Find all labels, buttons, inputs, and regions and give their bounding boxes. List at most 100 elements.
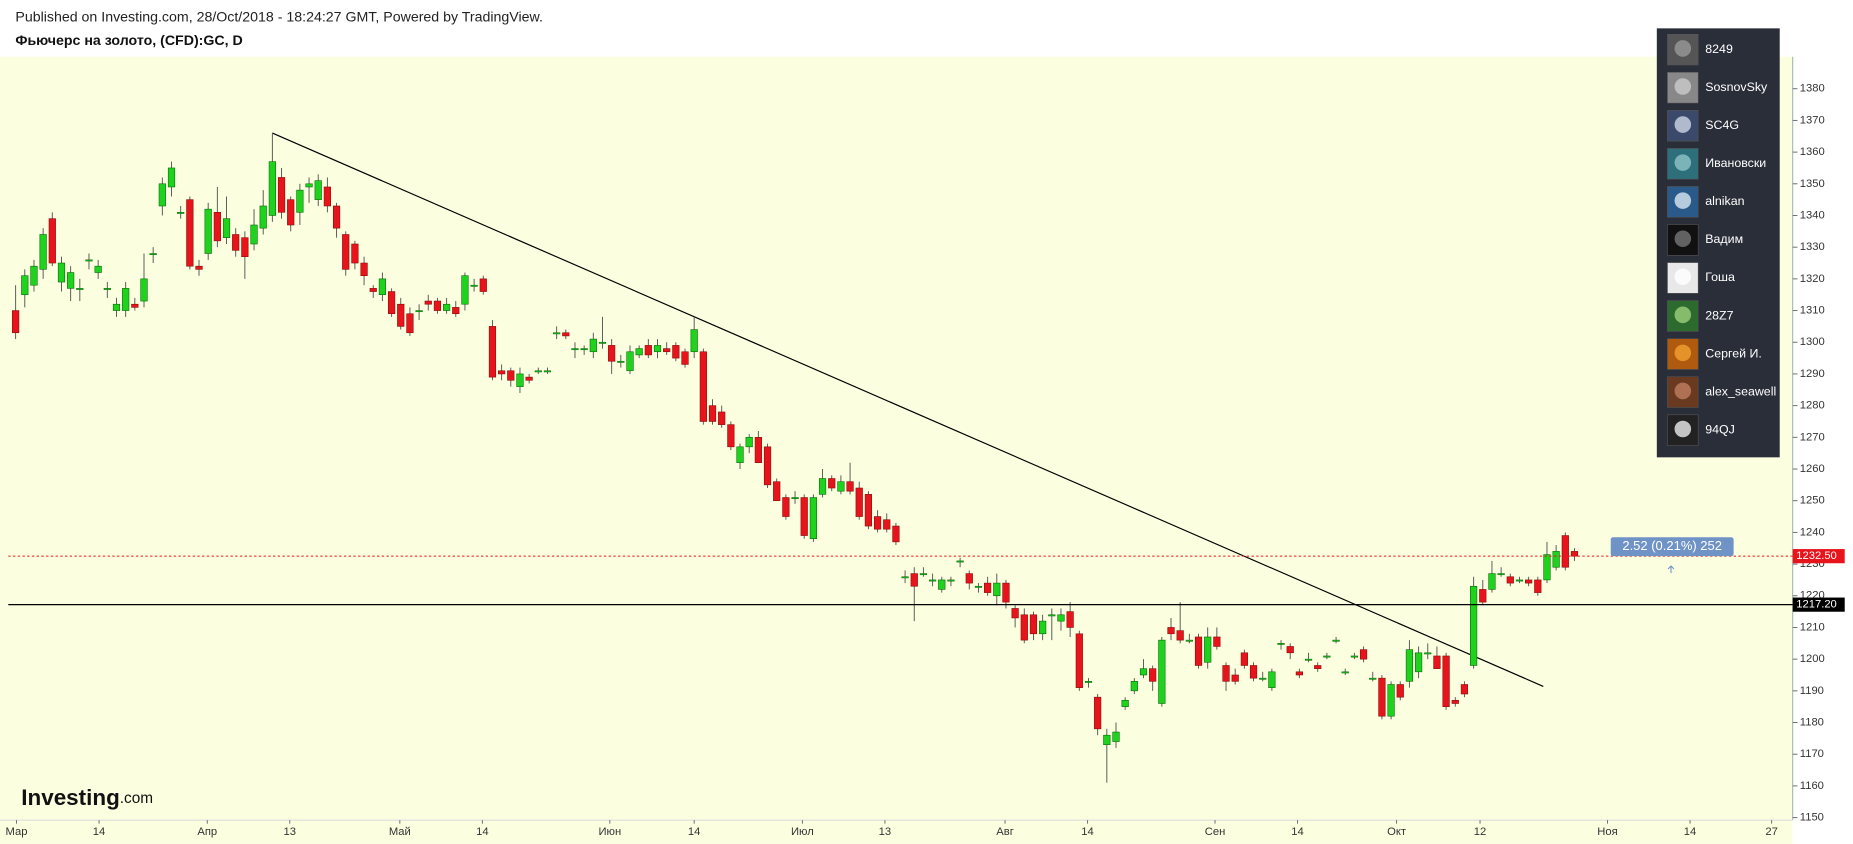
price-label-box	[1792, 549, 1845, 564]
plot: 1150116011701180119012001210122012301240…	[6, 83, 1845, 838]
x-tick-label: Ноя	[1597, 826, 1617, 838]
candle-body	[387, 291, 396, 315]
candle-body	[516, 373, 524, 387]
y-tick-label: 1310	[1800, 305, 1825, 317]
candle-body	[149, 253, 157, 255]
candle-body	[222, 218, 231, 238]
candle-body	[938, 579, 946, 590]
candle-body	[21, 275, 29, 296]
x-tick-label: Июн	[598, 826, 621, 838]
y-tick-label: 1280	[1800, 400, 1825, 412]
candle-body	[754, 437, 762, 463]
candle-body	[699, 351, 707, 422]
candle-body	[140, 278, 148, 302]
candle-body	[232, 234, 240, 251]
candle-body	[1222, 665, 1230, 682]
y-tick-label: 1160	[1800, 780, 1824, 792]
candle-body	[470, 284, 478, 287]
candle-body	[1350, 655, 1358, 658]
candle-body	[1075, 633, 1083, 688]
symbol-title: Фьючерс на золото, (CFD):GC, D	[15, 33, 242, 49]
candle-body	[1249, 665, 1258, 679]
candle-body	[1011, 608, 1019, 619]
users-list: 8249 SosnovSky SC4G Ивановски alnikan Вадим Го…	[1667, 33, 1776, 446]
x-tick-label: 13	[284, 826, 296, 838]
candle-body	[708, 405, 717, 422]
candle-body	[791, 497, 799, 500]
y-tick-label: 1210	[1800, 621, 1825, 633]
candle-body	[30, 265, 38, 286]
user-avatar-detail	[1674, 154, 1692, 171]
candle-body	[1029, 614, 1038, 635]
candle-body	[158, 183, 166, 207]
y-tick-label: 1260	[1800, 463, 1825, 475]
x-tick-label: 12	[1474, 826, 1486, 838]
candle-body	[763, 446, 772, 486]
user-name: Сергей И.	[1705, 346, 1762, 360]
y-tick-label: 1270	[1800, 431, 1825, 443]
candle-body	[974, 585, 983, 588]
x-tick-label: 14	[1291, 826, 1303, 838]
candle-body	[1259, 677, 1267, 680]
annotation-text: 2.52 (0.21%) 252	[1622, 538, 1722, 553]
plot-background	[0, 56, 1793, 844]
price-axis-background	[1792, 56, 1853, 844]
candle-body	[1002, 582, 1010, 603]
candle-body	[1130, 681, 1138, 692]
candle-body	[1121, 700, 1129, 707]
y-tick-label: 1320	[1800, 273, 1825, 285]
candle-body	[947, 579, 955, 582]
candle-body	[608, 345, 616, 362]
candle-body	[727, 424, 735, 448]
price-label: 1232.50	[1796, 550, 1837, 562]
candle-body	[259, 205, 267, 229]
candle-body	[1497, 573, 1505, 576]
user-name: alex_seawell	[1705, 384, 1776, 398]
candle-body	[204, 208, 212, 254]
user-avatar-detail	[1674, 420, 1692, 438]
candle-body	[773, 481, 781, 501]
candle-body	[1039, 620, 1047, 635]
candle-body	[48, 218, 56, 264]
candle-body	[360, 262, 368, 276]
logo-suffix: .com	[120, 790, 153, 807]
candle-body	[1570, 551, 1579, 557]
candle-body	[1286, 646, 1294, 654]
user-avatar-detail	[1674, 382, 1692, 400]
candle-body	[690, 329, 698, 353]
candle-body	[131, 303, 139, 308]
logo-main: Investing	[21, 785, 120, 810]
candle-body	[1020, 614, 1028, 641]
user-avatar-detail	[1674, 192, 1692, 209]
candle-body	[443, 303, 451, 311]
candle-body	[39, 234, 47, 270]
trendline	[272, 132, 1544, 687]
candle-body	[1525, 579, 1533, 584]
candle-body	[718, 411, 726, 425]
candle-body	[1084, 681, 1093, 683]
y-tick-label: 1290	[1800, 368, 1825, 380]
candle-body	[745, 437, 753, 448]
candle-body	[571, 348, 579, 351]
candle-body	[681, 351, 689, 365]
candle-body	[1506, 576, 1514, 584]
candle-body	[1304, 658, 1313, 661]
candle-body	[1268, 671, 1276, 688]
candle-body	[892, 525, 900, 543]
candle-body	[287, 199, 295, 226]
user-avatar-detail	[1674, 78, 1692, 95]
candle-body	[534, 370, 542, 373]
candle-body	[1479, 589, 1487, 603]
candle-body	[342, 234, 350, 270]
candle-body	[378, 278, 387, 296]
user-avatar-detail	[1674, 230, 1692, 247]
candle-body	[818, 478, 827, 495]
candle-body	[1240, 652, 1248, 666]
candle-body	[1433, 655, 1441, 669]
candle-body	[94, 265, 102, 273]
user-avatar-detail	[1674, 306, 1692, 324]
candle-body	[580, 348, 588, 351]
candle-body	[1057, 614, 1065, 622]
